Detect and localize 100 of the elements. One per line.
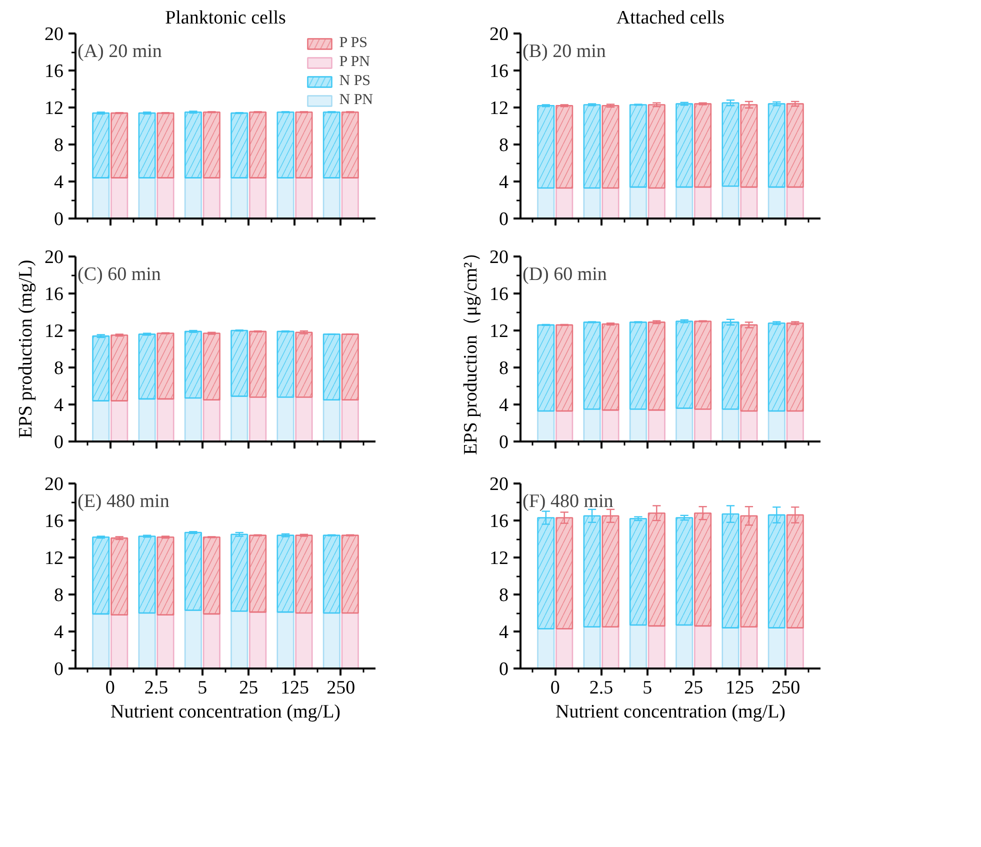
y-tick-label: 20 bbox=[44, 24, 64, 45]
bar bbox=[629, 408, 647, 442]
bar bbox=[249, 611, 267, 668]
y-axis-title: EPS production（μg/cm²） bbox=[460, 243, 482, 455]
bar bbox=[110, 614, 128, 668]
bar bbox=[537, 628, 555, 668]
legend-label: P PS bbox=[339, 35, 368, 52]
bar bbox=[602, 626, 620, 668]
y-tick-label: 0 bbox=[499, 432, 508, 453]
x-tick-label: 125 bbox=[725, 678, 754, 698]
bar bbox=[629, 186, 647, 218]
bar bbox=[740, 186, 758, 218]
chart-title: (D) 60 min bbox=[522, 264, 608, 285]
y-tick-label: 20 bbox=[490, 24, 508, 45]
bar bbox=[92, 613, 110, 668]
bar bbox=[276, 177, 294, 218]
y-tick-label: 8 bbox=[499, 585, 508, 606]
bar bbox=[648, 187, 666, 218]
bar bbox=[722, 185, 740, 218]
bar bbox=[722, 408, 740, 442]
chart-title: (B) 20 min bbox=[522, 41, 606, 62]
y-tick-label: 16 bbox=[44, 284, 64, 305]
y-tick-label: 12 bbox=[490, 98, 508, 119]
x-axis-title: Nutrient concentration (mg/L) bbox=[110, 702, 341, 722]
y-tick-label: 16 bbox=[44, 61, 64, 82]
y-tick-label: 4 bbox=[54, 172, 64, 193]
bar bbox=[295, 396, 313, 442]
bar bbox=[537, 187, 555, 218]
bar bbox=[276, 611, 294, 668]
bar bbox=[786, 186, 804, 218]
y-tick-label: 16 bbox=[490, 61, 508, 82]
bar bbox=[249, 177, 267, 218]
bar bbox=[602, 187, 620, 218]
chart-title: (A) 20 min bbox=[78, 41, 162, 62]
chart-title: (E) 480 min bbox=[78, 491, 170, 512]
x-tick-label: 25 bbox=[684, 678, 704, 698]
bar bbox=[648, 409, 666, 442]
bar bbox=[740, 410, 758, 442]
y-tick-label: 16 bbox=[44, 511, 64, 532]
y-tick-label: 0 bbox=[54, 659, 64, 680]
bar bbox=[694, 186, 712, 218]
bar bbox=[92, 177, 110, 218]
bar bbox=[694, 408, 712, 442]
bar bbox=[138, 612, 156, 668]
y-tick-label: 8 bbox=[54, 585, 64, 606]
bar bbox=[786, 410, 804, 442]
y-tick-label: 12 bbox=[44, 321, 64, 342]
bar bbox=[138, 177, 156, 218]
bar bbox=[322, 612, 340, 668]
chart-title: (C) 60 min bbox=[78, 264, 162, 285]
bar bbox=[694, 625, 712, 668]
bar bbox=[583, 408, 601, 442]
chart-title: (F) 480 min bbox=[522, 491, 614, 512]
y-tick-label: 0 bbox=[499, 209, 508, 230]
y-tick-label: 0 bbox=[54, 209, 64, 230]
bar bbox=[184, 177, 202, 218]
y-tick-label: 20 bbox=[490, 474, 508, 495]
y-tick-label: 12 bbox=[490, 321, 508, 342]
chart-subtitle: Attached cells bbox=[616, 8, 725, 28]
bar bbox=[768, 627, 786, 668]
legend-label: N PN bbox=[339, 92, 373, 109]
x-tick-label: 0 bbox=[105, 678, 115, 698]
x-tick-label: 2.5 bbox=[589, 678, 614, 698]
y-tick-label: 8 bbox=[499, 135, 508, 156]
bar bbox=[156, 614, 174, 668]
bar bbox=[341, 399, 359, 442]
y-tick-label: 0 bbox=[54, 432, 64, 453]
bar bbox=[676, 408, 694, 442]
bar bbox=[648, 625, 666, 668]
bar bbox=[786, 627, 804, 668]
bar bbox=[583, 626, 601, 668]
legend-label: P PN bbox=[339, 54, 370, 71]
bar bbox=[556, 628, 574, 668]
bar bbox=[629, 624, 647, 668]
bar bbox=[202, 399, 220, 442]
x-tick-label: 125 bbox=[280, 678, 309, 698]
bar bbox=[556, 410, 574, 442]
bar bbox=[276, 396, 294, 442]
legend-label: N PS bbox=[339, 73, 371, 90]
y-tick-label: 12 bbox=[44, 98, 64, 119]
bar bbox=[110, 177, 128, 218]
y-axis-title: EPS production (mg/L) bbox=[16, 260, 36, 438]
y-tick-label: 12 bbox=[44, 548, 64, 569]
bar bbox=[92, 400, 110, 442]
bar bbox=[322, 399, 340, 442]
y-tick-label: 20 bbox=[44, 247, 64, 268]
y-tick-label: 20 bbox=[44, 474, 64, 495]
bar bbox=[322, 177, 340, 218]
bar bbox=[602, 409, 620, 442]
bar bbox=[156, 177, 174, 218]
y-tick-label: 16 bbox=[490, 511, 508, 532]
bar bbox=[583, 187, 601, 218]
y-tick-label: 8 bbox=[54, 358, 64, 379]
bar bbox=[768, 186, 786, 218]
bar bbox=[202, 613, 220, 668]
bar bbox=[249, 396, 267, 442]
x-axis-title: Nutrient concentration (mg/L) bbox=[555, 702, 786, 722]
bar bbox=[138, 398, 156, 442]
x-tick-label: 2.5 bbox=[144, 678, 168, 698]
bar bbox=[722, 627, 740, 668]
